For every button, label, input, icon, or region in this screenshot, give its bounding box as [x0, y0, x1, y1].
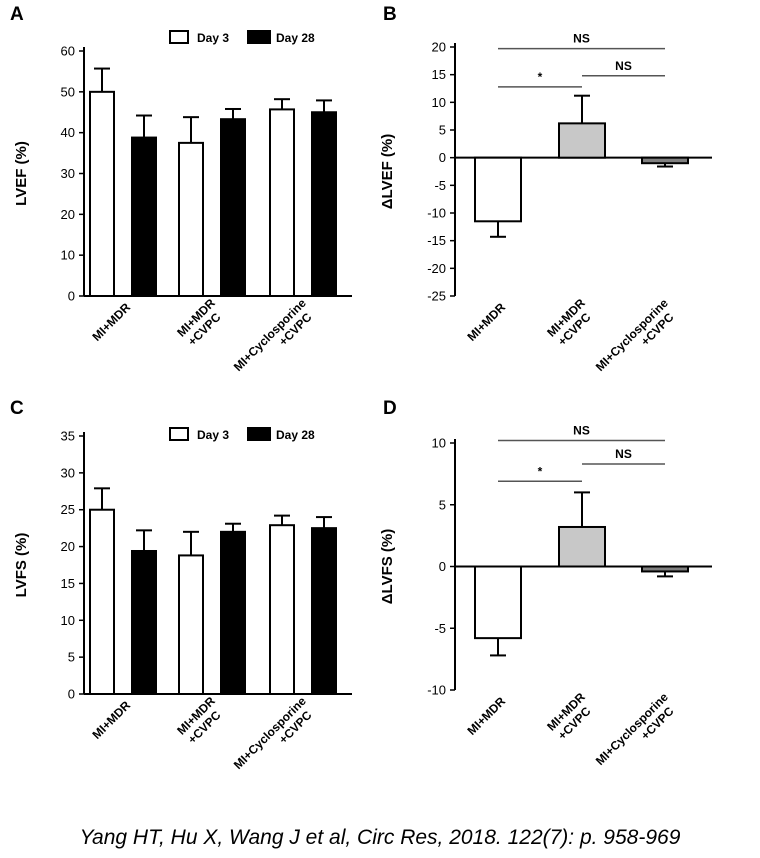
bar-delta [558, 525, 606, 568]
y-tick-label: 10 [432, 436, 446, 451]
legend-label-day3: Day 3 [197, 428, 229, 442]
y-tick-label: -15 [427, 233, 446, 248]
y-tick-label: 20 [61, 539, 75, 554]
category-label: MI+MDR+CVPC [174, 694, 223, 747]
category-label: MI+Cyclosporine+CVPC [593, 690, 677, 768]
bar-day3 [89, 508, 115, 696]
category-label: MI+MDR [90, 698, 134, 742]
bar-day3 [89, 90, 115, 298]
y-tick-label: 5 [439, 123, 446, 138]
bar-day3 [178, 141, 204, 297]
y-axis-label: ΔLVEF (%) [379, 134, 396, 210]
bar-delta [641, 156, 689, 165]
bar-day28 [311, 111, 337, 297]
legend-label-day28: Day 28 [276, 428, 315, 442]
y-tick-label: 10 [432, 95, 446, 110]
category-label-line: MI+MDR [90, 300, 134, 344]
y-tick-label: -10 [427, 683, 446, 698]
significance-label: * [538, 70, 543, 84]
bar-day3 [269, 108, 295, 298]
category-label-line: MI+MDR [465, 300, 509, 344]
y-axis-label: ΔLVFS (%) [379, 529, 396, 605]
legend-swatch-day3 [169, 427, 189, 441]
y-tick-label: 0 [68, 289, 75, 304]
panel-letter: D [383, 398, 397, 419]
legend-swatch-day3 [169, 30, 189, 44]
category-label: MI+MDR+CVPC [544, 296, 593, 349]
legend-swatch-day28 [247, 30, 271, 44]
y-tick-label: 15 [61, 576, 75, 591]
panel-letter: B [383, 4, 397, 25]
panel-letter: A [10, 4, 24, 25]
legend-swatch-day28 [247, 427, 271, 441]
y-tick-label: 10 [61, 613, 75, 628]
bar-day28 [311, 527, 337, 696]
y-tick-label: 40 [61, 125, 75, 140]
panel-a: A 0 10 20 30 40 50 60 LVEF (%) Day 3 Day 28 MI+MDR M… [10, 4, 352, 374]
significance-label: NS [573, 32, 590, 46]
category-label: MI+MDR+CVPC [544, 690, 593, 743]
significance-label: NS [615, 447, 632, 461]
y-tick-label: 0 [439, 559, 446, 574]
category-label: MI+Cyclosporine+CVPC [231, 694, 315, 772]
category-label: MI+Cyclosporine+CVPC [593, 296, 677, 374]
category-label: MI+MDR [465, 694, 509, 738]
bar-delta [558, 122, 606, 159]
significance-label: * [538, 464, 543, 478]
y-tick-label: -5 [434, 178, 446, 193]
category-label: MI+MDR [465, 300, 509, 344]
legend-label-day3: Day 3 [197, 31, 229, 45]
category-label: MI+MDR [90, 300, 134, 344]
category-label: MI+MDR+CVPC [174, 296, 223, 349]
bar-day28 [131, 549, 157, 695]
category-label-line: MI+MDR [90, 698, 134, 742]
y-tick-label: 5 [68, 650, 75, 665]
y-tick-label: 20 [432, 40, 446, 55]
bar-delta [641, 565, 689, 573]
bar-delta [474, 156, 522, 223]
y-tick-label: -20 [427, 261, 446, 276]
y-tick-label: 35 [61, 429, 75, 444]
bar-day28 [131, 136, 157, 297]
y-tick-label: 60 [61, 44, 75, 59]
bar-day28 [220, 530, 246, 695]
bar-day3 [269, 524, 295, 695]
panel-letter: C [10, 398, 24, 419]
legend-label-day28: Day 28 [276, 31, 315, 45]
bar-delta [474, 565, 522, 640]
bar-day28 [220, 118, 246, 297]
y-tick-label: -25 [427, 289, 446, 304]
panel-b: B -25 -20 -15 -10 -5 0 5 10 15 20 ΔLVEF (%) NS NS * MI+… [379, 4, 712, 374]
category-label: MI+Cyclosporine+CVPC [231, 296, 315, 374]
y-axis-label: LVFS (%) [13, 533, 30, 598]
citation: Yang HT, Hu X, Wang J et al, Circ Res, 2… [79, 826, 681, 849]
bar-day3 [178, 554, 204, 695]
significance-label: NS [573, 424, 590, 438]
y-tick-label: 30 [61, 465, 75, 480]
y-tick-label: 25 [61, 502, 75, 517]
panel-c: C 0 5 10 15 20 25 30 35 LVFS (%) Day 3 Day 28 MI+MDR… [10, 398, 352, 772]
y-tick-label: 0 [68, 687, 75, 702]
y-tick-label: 30 [61, 166, 75, 181]
significance-label: NS [615, 59, 632, 73]
y-tick-label: 5 [439, 497, 446, 512]
y-tick-label: 50 [61, 84, 75, 99]
panel-d: D -10 -5 0 5 10 ΔLVFS (%) NS NS * MI+MDR MI+MDR+CVP… [379, 398, 712, 768]
y-tick-label: 0 [439, 150, 446, 165]
y-axis-label: LVEF (%) [13, 141, 30, 206]
y-tick-label: -10 [427, 206, 446, 221]
y-tick-label: 10 [61, 248, 75, 263]
y-tick-label: 15 [432, 67, 446, 82]
y-tick-label: -5 [434, 621, 446, 636]
category-label-line: MI+MDR [465, 694, 509, 738]
y-tick-label: 20 [61, 207, 75, 222]
